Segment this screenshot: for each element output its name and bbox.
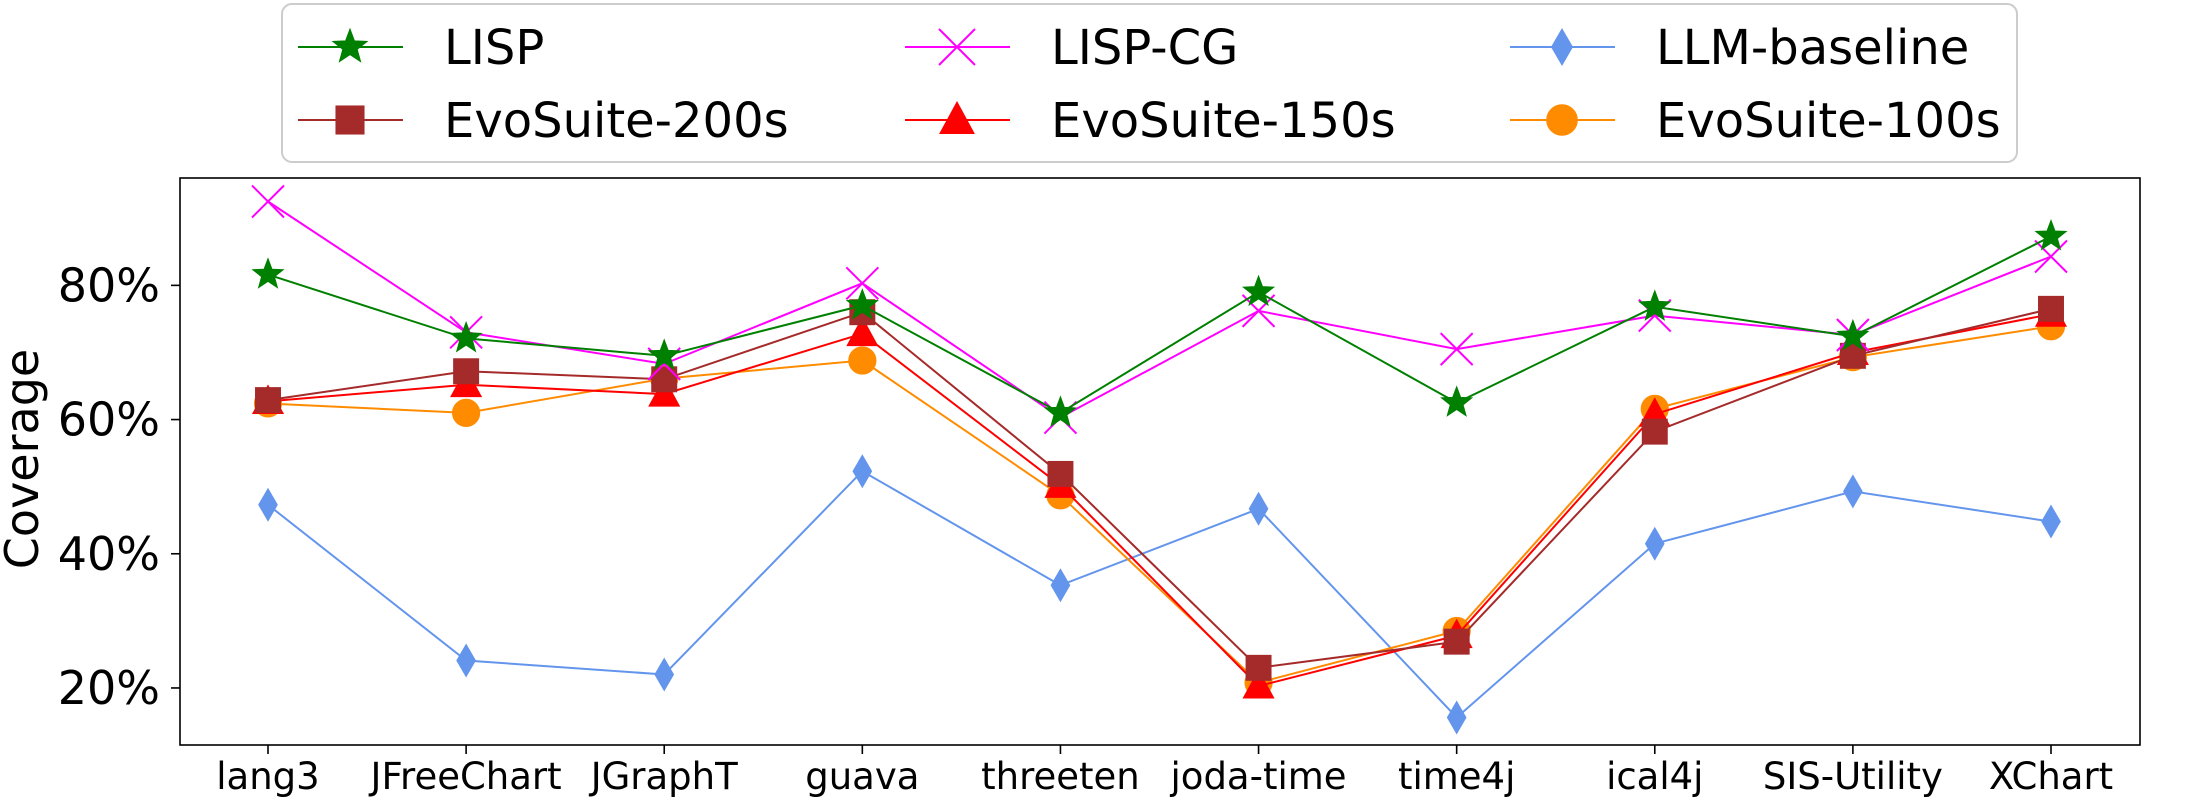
data-point-llm-baseline-3 [852,454,873,489]
data-point-evosuite-100s-1 [452,398,481,427]
legend-item-evosuite-100s: EvoSuite-100s [1510,93,2001,149]
data-point-lisp-8 [1836,318,1870,351]
data-point-lisp-4 [1043,395,1078,427]
data-point-lisp-7 [1638,289,1672,321]
data-point-lisp-3 [845,288,879,320]
x-tick-label-3: guava [805,755,919,798]
data-point-llm-baseline-7 [1644,526,1665,561]
x-tick-label-1: JFreeChart [369,755,562,798]
legend-label-llm-baseline: LLM-baseline [1656,20,1969,76]
x-tick-label-8: SIS-Utility [1763,755,1943,798]
series-line-llm-baseline [267,469,2052,719]
data-point-evosuite-200s-9 [2038,295,2064,322]
legend-item-lisp-cg: LISP-CG [905,20,1238,76]
y-tick-label-1: 40% [58,527,160,581]
data-point-evosuite-150s-3 [846,316,879,347]
y-tick-label-0: 20% [58,661,160,715]
legend-label-lisp-cg: LISP-CG [1051,20,1238,76]
legend-marker-lisp-cg [938,28,976,66]
y-tick-label-3: 80% [58,258,160,312]
legend-marker-evosuite-150s [939,100,975,134]
series-lisp-cg [251,184,2068,435]
x-tick-label-6: time4j [1398,755,1515,798]
data-point-lisp-2 [647,338,681,370]
legend-item-llm-baseline: LLM-baseline [1510,20,1969,76]
legend-item-evosuite-200s: EvoSuite-200s [298,93,789,149]
legend-label-evosuite-100s: EvoSuite-100s [1656,93,2001,149]
legend-item-evosuite-150s: EvoSuite-150s [905,93,1396,149]
data-point-llm-baseline-4 [1050,568,1071,603]
y-tick-label-2: 60% [58,393,160,447]
data-point-evosuite-150s-5 [1242,668,1275,699]
legend-marker-lisp [331,27,369,63]
data-point-lisp-6 [1440,385,1474,417]
legend-label-evosuite-200s: EvoSuite-200s [444,93,789,149]
series-line-evosuite-200s [267,307,2052,669]
series-evosuite-150s [251,297,2068,699]
data-point-evosuite-200s-1 [453,358,480,385]
data-point-llm-baseline-6 [1446,700,1467,735]
data-point-llm-baseline-9 [2041,504,2061,539]
data-point-evosuite-200s-2 [651,366,678,393]
data-point-evosuite-200s-5 [1245,654,1272,681]
plot-frame [179,177,2141,746]
legend-label-lisp: LISP [444,20,544,76]
y-axis-label: Coverage [0,349,49,569]
data-point-evosuite-200s-7 [1641,418,1668,445]
data-point-lisp-cg-5 [1241,294,1276,328]
data-point-lisp-9 [2034,218,2068,251]
data-point-evosuite-100s-3 [848,346,877,375]
x-tick-label-7: ical4j [1606,755,1703,798]
data-point-lisp-cg-9 [2034,239,2068,274]
series-line-lisp-cg [267,200,2052,419]
x-tick-label-9: XChart [1989,755,2113,798]
data-point-evosuite-200s-0 [255,387,281,414]
data-point-lisp-cg-0 [251,184,285,219]
legend-marker-evosuite-200s [335,105,365,135]
legend-marker-evosuite-100s [1546,104,1578,136]
data-point-lisp-0 [251,257,285,289]
axes-layer: 20% 40% 60% 80% lang3 JFreeChart JGraphT guava t… [58,177,2141,798]
data-point-evosuite-200s-4 [1047,460,1074,487]
x-tick-label-2: JGraphT [589,755,738,798]
series-line-lisp [267,235,2052,415]
series-line-evosuite-100s [267,325,2052,684]
series-lisp [251,218,2068,427]
data-point-lisp-5 [1241,274,1276,307]
x-tick-label-0: lang3 [216,755,319,798]
data-point-llm-baseline-5 [1248,491,1269,526]
x-tick-label-5: joda-time [1170,755,1347,798]
legend: LISP EvoSuite-200s LISP-CG EvoSuite-150s LLM… [298,20,2001,149]
legend-item-lisp: LISP [298,20,544,76]
data-point-llm-baseline-2 [654,657,675,692]
data-point-llm-baseline-8 [1843,474,1863,509]
data-point-lisp-cg-6 [1439,332,1474,366]
data-point-llm-baseline-1 [456,643,476,678]
data-point-llm-baseline-0 [258,487,278,522]
x-tick-label-4: threeten [981,755,1140,798]
data-point-lisp-1 [449,320,483,353]
data-point-evosuite-200s-6 [1443,628,1470,655]
series-line-evosuite-150s [267,313,2052,688]
series-evosuite-200s [255,295,2064,681]
data-point-lisp-cg-3 [845,266,880,301]
series-llm-baseline [258,454,2061,735]
legend-label-evosuite-150s: EvoSuite-150s [1051,93,1396,149]
plot-series-layer [251,184,2068,735]
legend-marker-llm-baseline [1550,28,1574,66]
legend-box [281,3,2018,163]
